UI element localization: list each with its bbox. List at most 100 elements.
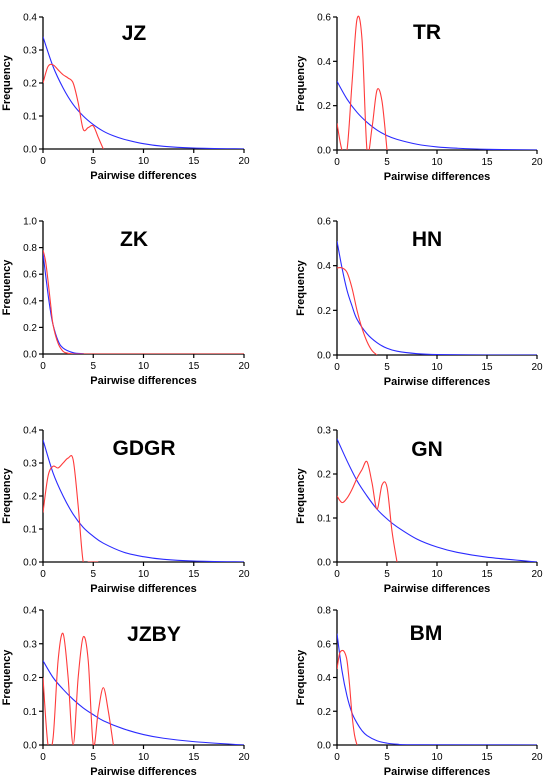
y-tick-label: 0.3 xyxy=(23,459,37,470)
x-tick-label: 10 xyxy=(431,157,443,168)
y-axis-title: Frequency xyxy=(295,55,307,112)
x-tick-label: 5 xyxy=(90,156,96,167)
y-tick-label: 0.4 xyxy=(23,296,37,307)
x-tick-label: 0 xyxy=(40,361,46,372)
x-tick-label: 10 xyxy=(138,752,150,763)
expected-series-line xyxy=(337,81,538,150)
y-tick-label: 0.2 xyxy=(23,492,37,503)
panel-gdgr: 0.0 0.1 0.2 0.3 0.4 0 5 10 15 20 Pairwise differen… xyxy=(1,426,250,596)
y-tick-label: 0.6 xyxy=(23,270,37,281)
y-tick-label: 0.4 xyxy=(317,57,331,68)
y-tick-label: 0.0 xyxy=(317,741,331,752)
y-tick-label: 0.2 xyxy=(23,323,37,334)
y-tick-label: 0.1 xyxy=(23,707,37,718)
expected-series-line xyxy=(43,252,244,354)
y-tick-label: 0.0 xyxy=(317,146,331,157)
x-tick-label: 5 xyxy=(384,157,390,168)
observed-series-line xyxy=(337,15,388,150)
panel-title: BM xyxy=(410,622,443,645)
y-tick-label: 0.2 xyxy=(317,101,331,112)
expected-series-line xyxy=(43,36,245,149)
panel-title: HN xyxy=(412,228,442,251)
panel-hn: 0.0 0.2 0.4 0.6 0 5 10 15 20 Pairwise differences… xyxy=(295,217,543,389)
x-tick-label: 15 xyxy=(188,156,200,167)
x-tick-label: 5 xyxy=(90,752,96,763)
panel-title: JZ xyxy=(122,22,147,45)
x-axis-title: Pairwise differences xyxy=(384,766,490,778)
y-tick-label: 0.6 xyxy=(317,639,331,650)
y-tick-label: 0.8 xyxy=(317,606,331,617)
y-tick-label: 0.2 xyxy=(23,79,37,90)
x-tick-label: 20 xyxy=(238,361,250,372)
observed-series-line xyxy=(43,632,114,745)
x-tick-label: 10 xyxy=(431,752,443,763)
y-tick-label: 0.0 xyxy=(23,350,37,361)
y-tick-label: 0.0 xyxy=(317,558,331,569)
y-tick-label: 0.6 xyxy=(317,13,331,24)
x-tick-label: 10 xyxy=(138,361,150,372)
y-tick-label: 0.3 xyxy=(317,426,331,437)
x-axis-title: Pairwise differences xyxy=(384,171,490,183)
x-tick-label: 20 xyxy=(238,569,250,580)
observed-series-line xyxy=(337,649,358,745)
y-tick-label: 0.0 xyxy=(317,351,331,362)
x-tick-label: 10 xyxy=(138,156,150,167)
x-tick-label: 0 xyxy=(40,156,46,167)
y-axis-title: Frequency xyxy=(1,649,13,706)
panel-gn: 0.0 0.1 0.2 0.3 0 5 10 15 20 Pairwise differences… xyxy=(295,426,543,596)
x-tick-label: 20 xyxy=(531,362,543,373)
expected-series-line xyxy=(337,633,538,745)
panel-bm: 0.0 0.2 0.4 0.6 0.8 0 5 10 15 20 Pairwise differen… xyxy=(295,606,543,779)
expected-series-line xyxy=(43,439,245,562)
observed-series-line xyxy=(337,267,378,355)
panel-jz: 0.0 0.1 0.2 0.3 0.4 0 5 10 15 20 Pairwise differen… xyxy=(1,13,250,183)
y-tick-label: 0.1 xyxy=(23,112,37,123)
x-axis-title: Pairwise differences xyxy=(90,583,196,595)
x-tick-label: 15 xyxy=(188,569,200,580)
x-tick-label: 0 xyxy=(334,157,340,168)
y-tick-label: 0.1 xyxy=(317,514,331,525)
x-tick-label: 0 xyxy=(40,569,46,580)
x-axis-title: Pairwise differences xyxy=(90,766,196,778)
y-tick-label: 0.0 xyxy=(23,558,37,569)
x-tick-label: 20 xyxy=(531,752,543,763)
y-tick-label: 0.4 xyxy=(317,261,331,272)
x-axis-title: Pairwise differences xyxy=(384,583,490,595)
expected-series-line xyxy=(337,240,537,355)
x-tick-label: 0 xyxy=(334,752,340,763)
x-tick-label: 10 xyxy=(431,362,443,373)
x-tick-label: 5 xyxy=(384,752,390,763)
y-tick-label: 0.6 xyxy=(317,217,331,228)
x-tick-label: 15 xyxy=(481,752,493,763)
x-tick-label: 15 xyxy=(481,157,493,168)
y-tick-label: 0.4 xyxy=(317,673,331,684)
x-tick-label: 0 xyxy=(40,752,46,763)
panel-title: TR xyxy=(413,21,441,44)
x-tick-label: 10 xyxy=(431,569,443,580)
x-axis-title: Pairwise differences xyxy=(384,376,490,388)
x-tick-label: 5 xyxy=(90,361,96,372)
x-tick-label: 15 xyxy=(481,569,493,580)
y-tick-label: 0.0 xyxy=(23,145,37,156)
panel-title: ZK xyxy=(120,228,148,251)
y-tick-label: 0.3 xyxy=(23,46,37,57)
panel-tr: 0.0 0.2 0.4 0.6 0 5 10 15 20 Pairwise differences… xyxy=(295,13,543,184)
x-tick-label: 10 xyxy=(138,569,150,580)
y-axis-title: Frequency xyxy=(1,54,13,111)
observed-series-line xyxy=(43,454,99,562)
x-tick-label: 20 xyxy=(238,156,250,167)
y-axis-title: Frequency xyxy=(295,649,307,706)
panel-title: GDGR xyxy=(113,437,176,460)
x-tick-label: 5 xyxy=(384,569,390,580)
x-tick-label: 15 xyxy=(188,752,200,763)
y-tick-label: 0.2 xyxy=(317,306,331,317)
y-tick-label: 0.1 xyxy=(23,525,37,536)
x-tick-label: 15 xyxy=(188,361,200,372)
observed-series-line xyxy=(43,250,244,354)
x-tick-label: 15 xyxy=(481,362,493,373)
x-tick-label: 20 xyxy=(238,752,250,763)
y-tick-label: 0.2 xyxy=(317,470,331,481)
x-tick-label: 5 xyxy=(90,569,96,580)
x-tick-label: 20 xyxy=(531,569,543,580)
